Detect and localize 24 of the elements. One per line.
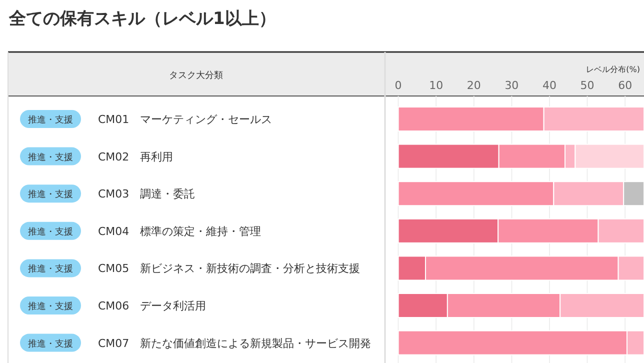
text: 推進・支援 <box>28 114 73 126</box>
x-tick-label: 0 <box>394 79 402 92</box>
x-tick-label: 40 <box>542 79 556 92</box>
text: 全ての保有スキル（レベル1以上） <box>8 9 276 29</box>
y-tick-label: CM02 再利用 <box>98 150 174 164</box>
y-tick-label: CM04 標準の策定・維持・管理 <box>98 224 262 238</box>
text: 推進・支援 <box>28 338 73 350</box>
x-tick-label: 60 <box>618 79 632 92</box>
y-tick-label: CM06 データ利活用 <box>98 300 206 312</box>
text: 推進・支援 <box>28 301 73 312</box>
x-axis-title: レベル分布(%) <box>586 65 640 74</box>
text: 推進・支援 <box>28 152 73 163</box>
y-tick-label: CM01 マーケティング・セールス <box>98 113 272 126</box>
text: 推進・支援 <box>28 189 73 200</box>
x-tick-label: 30 <box>504 79 519 92</box>
x-tick-label: 10 <box>429 79 444 92</box>
y-tick-label: CM05 新ビジネス・新技術の調査・分析と技術支援 <box>98 262 360 276</box>
text: 推進・支援 <box>28 226 73 238</box>
x-tick-label: 20 <box>466 79 481 92</box>
text: 推進・支援 <box>28 264 73 275</box>
y-axis-title: タスク大分類 <box>169 70 223 81</box>
y-tick-label: CM07 新たな価値創造による新規製品・サービス開発 <box>98 336 372 350</box>
x-tick-label: 50 <box>580 79 594 92</box>
y-tick-label: CM03 調達・委託 <box>98 188 196 201</box>
